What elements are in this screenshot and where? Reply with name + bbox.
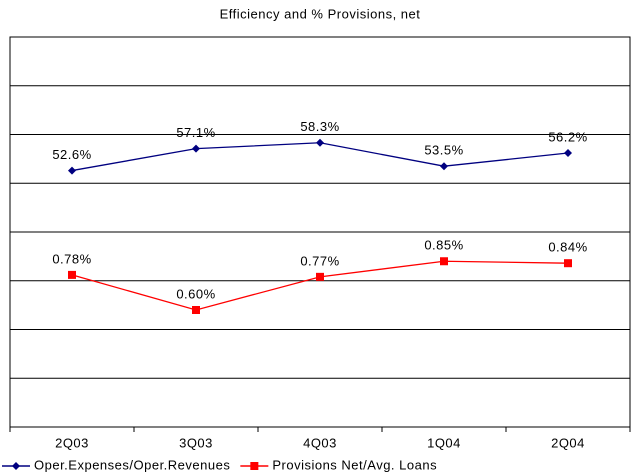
data-point <box>192 144 200 153</box>
legend-marker <box>250 462 259 470</box>
data-label: 53.5% <box>424 143 463 158</box>
data-label: 56.2% <box>548 129 587 144</box>
legend-label: Oper.Expenses/Oper.Revenues <box>34 457 230 472</box>
data-label: 58.3% <box>300 119 339 134</box>
chart-title: Efficiency and % Provisions, net <box>220 6 421 21</box>
x-tick-label: 1Q04 <box>427 435 461 450</box>
series-line <box>71 260 569 311</box>
data-label: 0.85% <box>424 238 463 253</box>
data-label: 52.6% <box>52 147 91 162</box>
data-point <box>440 257 448 266</box>
series-line <box>71 142 569 172</box>
legend-marker <box>12 462 20 470</box>
x-tick-label: 2Q03 <box>55 435 89 450</box>
x-tick-label: 2Q04 <box>551 435 585 450</box>
data-label: 0.60% <box>176 286 215 301</box>
data-point <box>68 166 76 175</box>
data-point <box>316 272 324 281</box>
legend-label: Provisions Net/Avg. Loans <box>272 457 437 472</box>
data-label: 0.78% <box>52 251 91 266</box>
data-point <box>68 270 76 279</box>
data-point <box>564 259 572 268</box>
data-label: 57.1% <box>176 125 215 140</box>
x-tick-label: 3Q03 <box>179 435 213 450</box>
data-point <box>316 138 324 147</box>
data-label: 0.84% <box>548 240 587 255</box>
data-label: 0.77% <box>300 253 339 268</box>
data-point <box>440 162 448 171</box>
x-tick-label: 4Q03 <box>303 435 337 450</box>
data-point <box>564 149 572 158</box>
data-point <box>192 306 200 314</box>
